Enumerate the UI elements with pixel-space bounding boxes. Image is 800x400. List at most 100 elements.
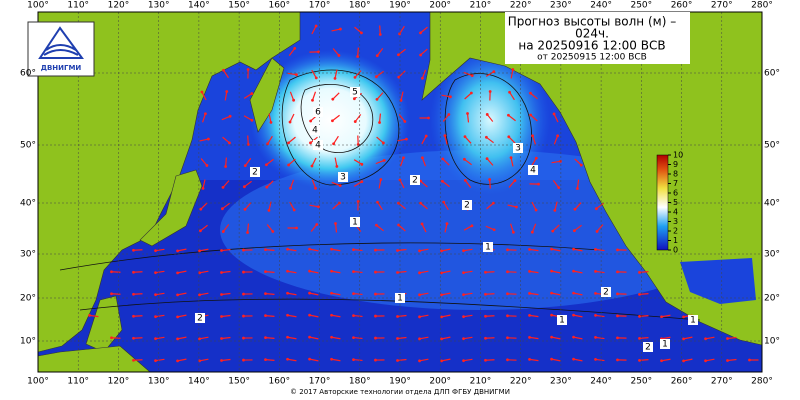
lat-label: 30° bbox=[764, 250, 780, 260]
wind-arrow bbox=[553, 113, 559, 123]
wind-arrow bbox=[551, 248, 561, 252]
wind-arrow bbox=[489, 179, 491, 189]
wind-arrow bbox=[574, 158, 582, 166]
wind-arrow bbox=[331, 292, 341, 296]
wind-arrow bbox=[419, 358, 429, 362]
wind-arrow bbox=[529, 314, 539, 318]
wind-arrow bbox=[199, 248, 209, 252]
wind-arrow-head bbox=[660, 359, 663, 363]
subtitle: от 20250915 12:00 ВСВ bbox=[537, 53, 647, 63]
wind-arrow bbox=[510, 157, 514, 167]
wind-arrow-head bbox=[330, 247, 333, 251]
wind-arrow bbox=[398, 48, 406, 56]
lon-label: 130° bbox=[148, 377, 170, 387]
contour-label: 1 bbox=[559, 316, 565, 326]
wind-arrow bbox=[683, 336, 693, 340]
wind-arrow-head bbox=[311, 98, 314, 102]
wind-arrow bbox=[595, 314, 605, 318]
wind-arrow bbox=[419, 270, 429, 274]
wind-arrow-head bbox=[550, 247, 553, 251]
wind-arrow-head bbox=[492, 228, 496, 232]
contour-label: 6 bbox=[315, 108, 321, 118]
wind-arrow-head bbox=[198, 293, 201, 297]
wind-arrow-head bbox=[243, 164, 247, 167]
wind-arrow-head bbox=[310, 164, 314, 168]
wind-arrow-head bbox=[396, 315, 399, 318]
wind-arrow-head bbox=[242, 358, 245, 362]
wind-arrow bbox=[223, 69, 229, 79]
wind-arrow-head bbox=[682, 337, 685, 341]
wind-arrow bbox=[595, 336, 605, 340]
lon-label: 110° bbox=[67, 377, 89, 387]
wind-arrow-head bbox=[704, 359, 707, 363]
wind-arrow bbox=[221, 358, 231, 362]
wind-arrow-head bbox=[331, 119, 334, 123]
wind-arrow-head bbox=[242, 270, 245, 274]
wind-arrow-head bbox=[440, 315, 443, 319]
wind-arrow-head bbox=[484, 314, 487, 318]
wind-arrow-head bbox=[360, 31, 363, 35]
wind-arrow-head bbox=[225, 90, 229, 93]
lon-label: 260° bbox=[671, 1, 693, 11]
wind-arrow bbox=[334, 223, 338, 233]
wind-arrow-head bbox=[288, 120, 292, 124]
wind-arrow-head bbox=[287, 141, 290, 145]
wind-arrow-head bbox=[110, 336, 113, 340]
lat-label: 20° bbox=[20, 294, 36, 304]
wind-arrow bbox=[244, 202, 252, 210]
lon-label: 200° bbox=[429, 377, 451, 387]
lat-label: 10° bbox=[20, 337, 36, 347]
wind-arrow bbox=[486, 114, 494, 122]
wind-arrow bbox=[639, 359, 649, 361]
wind-arrow bbox=[485, 271, 495, 273]
wind-arrow-head bbox=[557, 186, 561, 190]
wind-arrow bbox=[727, 358, 737, 362]
wind-arrow bbox=[531, 157, 537, 167]
wind-arrow-head bbox=[470, 224, 474, 228]
wind-arrow bbox=[331, 358, 341, 362]
wind-arrow-head bbox=[204, 112, 207, 116]
wind-arrow bbox=[353, 314, 363, 318]
wind-arrow-head bbox=[110, 292, 113, 296]
wind-arrow-head bbox=[573, 207, 577, 211]
wind-arrow-head bbox=[378, 121, 381, 124]
wind-arrow-head bbox=[529, 113, 533, 117]
wind-arrow bbox=[311, 91, 317, 101]
title: Прогноз высоты волн (м) – bbox=[508, 15, 676, 29]
lon-label: 260° bbox=[671, 377, 693, 387]
wind-arrow-head bbox=[293, 47, 297, 50]
wind-arrow bbox=[486, 136, 494, 144]
wind-arrow-head bbox=[315, 223, 319, 226]
wind-arrow bbox=[288, 136, 296, 144]
wind-arrow bbox=[419, 292, 429, 296]
wind-arrow bbox=[376, 70, 384, 78]
contour-label-bg bbox=[601, 287, 611, 297]
wind-arrow bbox=[221, 248, 231, 252]
lat-label: 50° bbox=[20, 141, 36, 151]
wind-arrow bbox=[529, 292, 539, 296]
wind-arrow bbox=[661, 336, 671, 340]
contour-label-bg bbox=[483, 242, 493, 252]
map-frame bbox=[37, 11, 763, 373]
wind-arrow-head bbox=[424, 134, 428, 138]
wind-arrow-head bbox=[572, 291, 575, 295]
wind-arrow bbox=[727, 336, 737, 340]
wind-arrow-head bbox=[616, 270, 619, 274]
logo-text: ДВНИГМИ bbox=[41, 64, 82, 72]
wind-arrow bbox=[397, 336, 407, 340]
wind-arrow-head bbox=[333, 76, 337, 80]
contour-label-bg bbox=[513, 143, 523, 153]
lat-label: 30° bbox=[20, 250, 36, 260]
wind-arrow bbox=[399, 157, 405, 167]
wind-arrow-head bbox=[286, 247, 289, 251]
wind-arrow bbox=[199, 336, 209, 340]
wind-arrow bbox=[442, 180, 450, 188]
contour-label-bg bbox=[338, 172, 348, 182]
wind-arrow-head bbox=[396, 337, 399, 340]
wind-arrow-head bbox=[484, 358, 487, 362]
wind-arrow-head bbox=[484, 135, 488, 139]
wind-arrow-head bbox=[556, 134, 560, 138]
wind-arrow-head bbox=[375, 97, 379, 101]
wind-arrow-head bbox=[287, 163, 291, 167]
wind-arrow bbox=[287, 336, 297, 340]
